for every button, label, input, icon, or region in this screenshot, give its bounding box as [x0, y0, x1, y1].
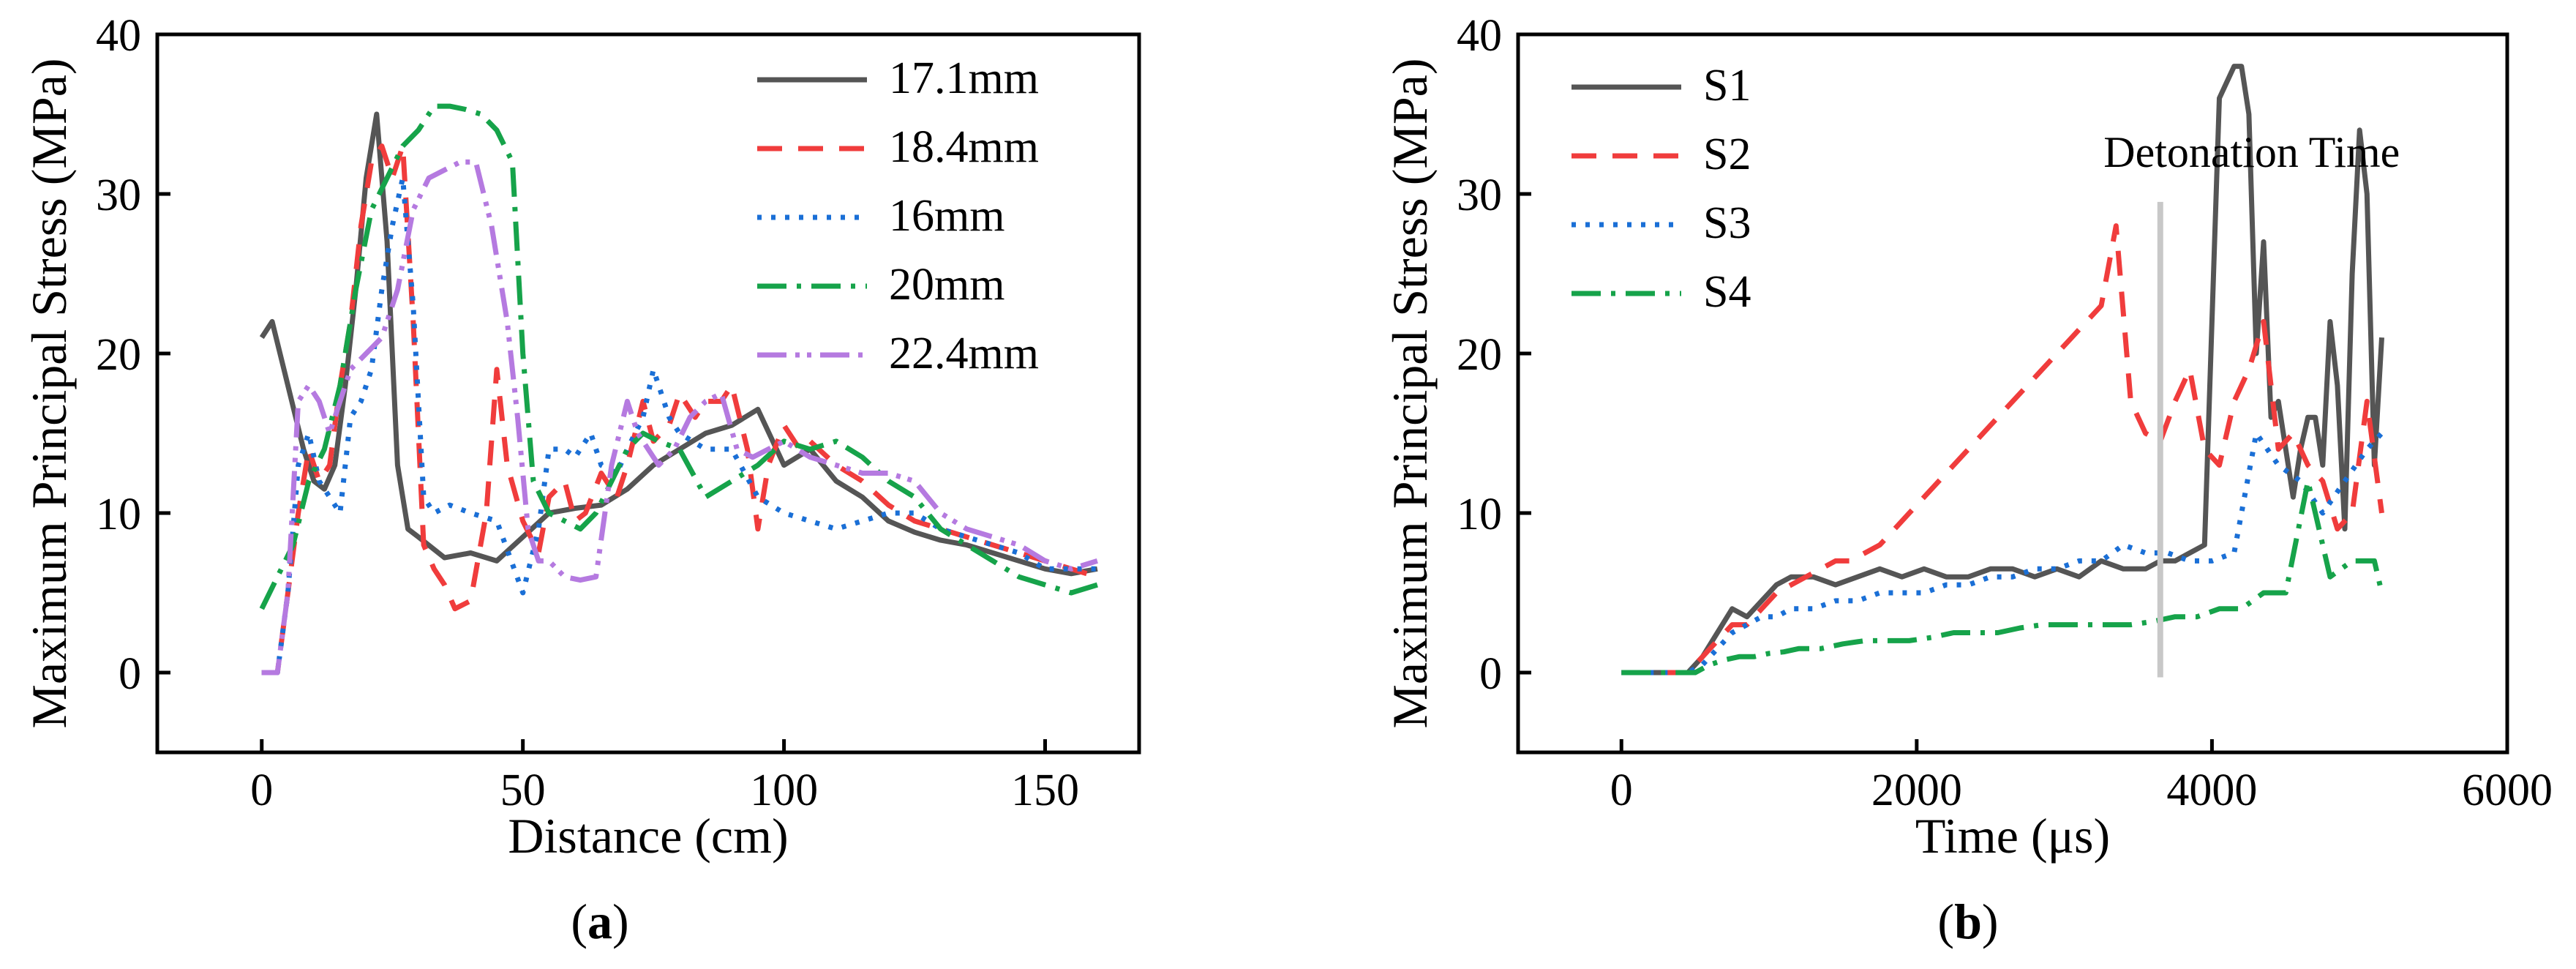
x-axis-label: Time (μs): [1915, 808, 2110, 864]
plot-frame: [1516, 32, 2509, 755]
y-tick-label: 40: [1457, 11, 1502, 61]
panel-b: Detonation Time 0 2000 4000 6000 0 10 20 30 40 Tim…: [1382, 11, 2553, 949]
y-tick-label: 20: [1457, 330, 1502, 380]
detonation-time-label: Detonation Time: [2103, 128, 2400, 176]
series-line-18.4mm: [261, 143, 1098, 676]
y-tick-label: 10: [1457, 490, 1502, 539]
y-tick-label: 30: [1457, 171, 1502, 220]
x-tick-label: 0: [250, 766, 273, 815]
x-tick-label: 100: [750, 766, 818, 815]
x-tick-label: 6000: [2462, 766, 2553, 815]
legend-label-S2: S2: [1703, 130, 1751, 179]
series-line-17.1mm: [259, 111, 1098, 577]
legend-label-18.4mm: 18.4mm: [889, 122, 1039, 172]
x-tick-label: 4000: [2166, 766, 2257, 815]
x-tick-label: 0: [1610, 766, 1633, 815]
y-tick-label: 0: [119, 649, 141, 699]
legend-label-20mm: 20mm: [889, 260, 1005, 310]
series-line-22.4mm: [261, 159, 1098, 676]
y-tick-label: 30: [96, 171, 141, 220]
x-axis-label: Distance (cm): [508, 808, 788, 864]
series-line-S3: [1621, 430, 2384, 676]
panel-a: 0 50 100 150 0 10 20 30 40 Distance (cm) Maximum P…: [21, 11, 1141, 949]
legend-label-S4: S4: [1703, 267, 1751, 317]
y-tick-label: 20: [96, 330, 141, 380]
plot-frame: [155, 32, 1141, 755]
legend-label-22.4mm: 22.4mm: [889, 329, 1039, 378]
legend-label-17.1mm: 17.1mm: [889, 53, 1039, 103]
panel-caption: (b): [1937, 894, 1998, 949]
series-line-20mm: [259, 103, 1098, 610]
x-tick-label: 50: [500, 766, 546, 815]
x-tick-label: 2000: [1871, 766, 1962, 815]
y-tick-label: 0: [1479, 649, 1502, 699]
series-line-16mm: [261, 175, 1097, 676]
panel-caption: (a): [571, 894, 628, 949]
legend-label-S3: S3: [1703, 198, 1751, 248]
series-line-S2: [1621, 223, 2384, 676]
series-line-S4: [1621, 478, 2384, 676]
y-axis-label: Maximum Principal Stress (MPa): [1382, 58, 1438, 728]
legend-label-S1: S1: [1703, 61, 1751, 111]
y-tick-label: 10: [96, 490, 141, 539]
y-axis-label: Maximum Principal Stress (MPa): [21, 58, 77, 728]
y-tick-label: 40: [96, 11, 141, 61]
legend-label-16mm: 16mm: [889, 191, 1005, 241]
x-tick-label: 150: [1011, 766, 1079, 815]
